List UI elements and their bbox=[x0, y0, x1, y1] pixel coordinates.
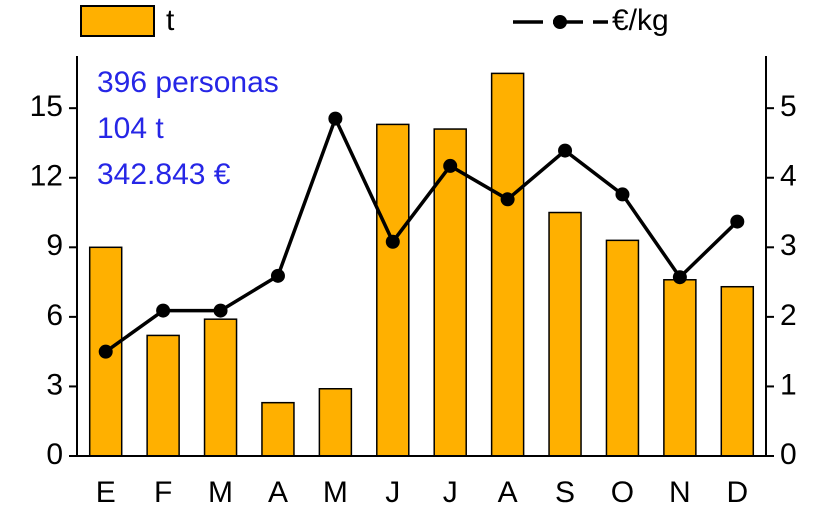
bar bbox=[548, 211, 582, 457]
y-tick-label: 6 bbox=[46, 299, 63, 332]
x-tick-label: F bbox=[154, 476, 172, 509]
y2-tick-label: 1 bbox=[780, 368, 797, 401]
bar bbox=[663, 279, 697, 457]
x-tick-label: E bbox=[96, 476, 116, 509]
x-tick-label: J bbox=[443, 476, 458, 509]
annotation: 342.843 € bbox=[97, 158, 231, 191]
bar bbox=[146, 334, 180, 457]
line-marker bbox=[443, 158, 458, 173]
y-tick-label: 12 bbox=[30, 160, 63, 193]
bar bbox=[261, 401, 295, 457]
bar bbox=[720, 285, 755, 457]
annotation: 396 personas bbox=[97, 66, 279, 99]
x-tick-label: M bbox=[323, 476, 348, 509]
x-tick-label: A bbox=[498, 476, 518, 509]
line-marker bbox=[156, 303, 171, 318]
bar bbox=[490, 72, 525, 457]
y2-tick-label: 0 bbox=[780, 438, 797, 471]
line-marker bbox=[500, 192, 515, 207]
y-tick-label: 9 bbox=[46, 229, 63, 262]
x-tick-label: O bbox=[611, 476, 634, 509]
y-tick-label: 15 bbox=[30, 90, 63, 123]
y2-tick-label: 3 bbox=[780, 229, 797, 262]
x-tick-label: J bbox=[385, 476, 400, 509]
bar bbox=[605, 239, 640, 457]
x-tick-label: D bbox=[726, 476, 748, 509]
legend-label: t bbox=[166, 4, 175, 37]
legend-marker bbox=[553, 15, 567, 29]
x-tick-label: M bbox=[208, 476, 233, 509]
x-tick-label: S bbox=[555, 476, 575, 509]
line-marker bbox=[385, 234, 400, 249]
bar bbox=[433, 128, 467, 457]
line-marker bbox=[672, 270, 687, 285]
bar bbox=[318, 388, 353, 457]
line-marker bbox=[270, 268, 285, 283]
bar bbox=[203, 318, 238, 457]
annotation: 104 t bbox=[97, 112, 164, 145]
x-tick-label: A bbox=[268, 476, 288, 509]
y-tick-label: 0 bbox=[46, 438, 63, 471]
line-marker bbox=[213, 303, 228, 318]
line bbox=[104, 114, 739, 354]
line-marker bbox=[558, 143, 573, 158]
y2-tick-label: 2 bbox=[780, 299, 797, 332]
line-marker bbox=[730, 214, 745, 229]
legend-label: €/kg bbox=[612, 4, 669, 37]
legend-swatch bbox=[80, 5, 155, 37]
y-tick-label: 3 bbox=[46, 368, 63, 401]
y2-tick-label: 5 bbox=[780, 90, 797, 123]
bar bbox=[376, 123, 410, 457]
y2-tick-label: 4 bbox=[780, 160, 797, 193]
line-marker bbox=[98, 344, 113, 359]
line-marker bbox=[328, 111, 343, 126]
x-tick-label: N bbox=[669, 476, 691, 509]
line-marker bbox=[615, 187, 630, 202]
